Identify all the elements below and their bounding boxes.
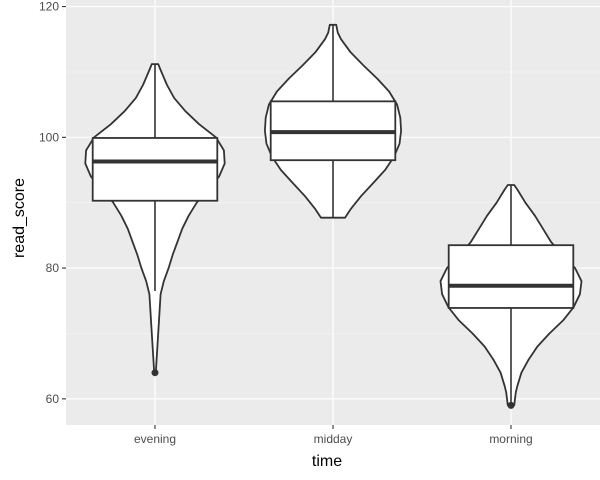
- y-tick-label: 80: [46, 261, 60, 275]
- x-tick-label-evening: evening: [134, 432, 176, 446]
- y-axis: 60 80 100 120: [39, 0, 66, 406]
- y-tick-label: 100: [39, 130, 59, 144]
- x-axis: evening midday morning: [134, 425, 533, 446]
- boxplots-layer: [91, 24, 575, 406]
- x-tick-label-midday: midday: [314, 432, 353, 446]
- outliers-layer: [151, 369, 515, 409]
- y-axis-title: read_score: [11, 178, 28, 258]
- x-axis-title: time: [312, 453, 342, 470]
- x-tick-label-morning: morning: [489, 432, 532, 446]
- y-tick-label: 120: [39, 0, 59, 14]
- outlier-point-morning: [507, 401, 515, 409]
- box-morning: [447, 244, 575, 309]
- outlier-point-evening: [151, 369, 159, 377]
- y-tick-label: 60: [46, 392, 60, 406]
- box-evening: [91, 137, 219, 202]
